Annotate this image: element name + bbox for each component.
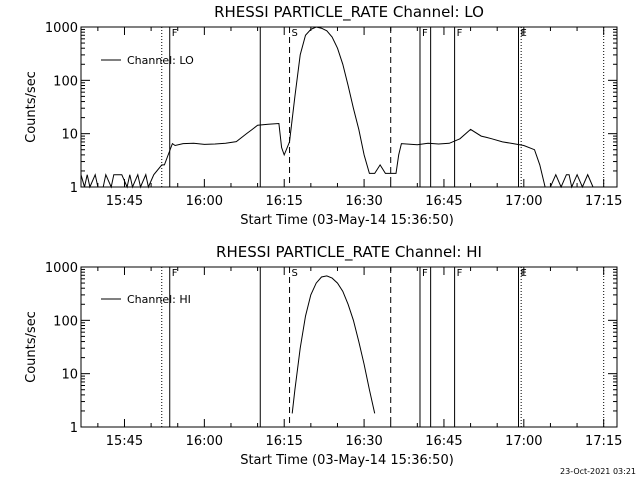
lo-x-tick-label-6: 17:15 [585, 194, 622, 209]
lo-time-markers [161, 27, 605, 187]
hi-chart-title: RHESSI PARTICLE_RATE Channel: HI [216, 243, 482, 262]
lo-x-tick-label-4: 16:45 [425, 194, 462, 209]
lo-y-tick-label-2: 100 [53, 74, 78, 89]
hi-x-ticks: 15:45 16:00 16:15 16:30 16:45 17:00 17:15 [97, 267, 622, 449]
lo-y-tick-label-1: 10 [61, 128, 78, 143]
hi-marker-label-1: F [172, 268, 178, 279]
hi-y-ticks: 1 10 100 1000 [45, 261, 617, 436]
hi-plot-frame [80, 266, 618, 428]
hi-y-tick-label-1: 10 [61, 368, 78, 383]
lo-marker-label-5: F [422, 28, 428, 39]
hi-y-axis-label: Counts/sec [24, 311, 39, 383]
lo-marker-label-7: F [457, 28, 463, 39]
hi-channel-panel: FSFFE 15:4516:0016:1516:3016:4517:0017:1… [24, 243, 622, 468]
lo-marker-label-1: F [172, 28, 178, 39]
hi-x-tick-label-0: 15:45 [106, 434, 143, 449]
lo-y-axis-label: Counts/sec [24, 71, 39, 143]
hi-y-tick-label-3: 1000 [45, 261, 78, 276]
lo-marker-labels: FSFFE [172, 28, 527, 39]
lo-channel-panel: FSFFE 15:4516:0016:1516:3016:4517:0017:1… [24, 3, 622, 228]
lo-x-tick-label-3: 16:30 [345, 194, 382, 209]
hi-y-tick-label-2: 100 [53, 314, 78, 329]
lo-x-tick-label-5: 17:00 [505, 194, 542, 209]
hi-series-line [291, 275, 376, 414]
hi-x-tick-label-3: 16:30 [345, 434, 382, 449]
hi-time-markers [161, 267, 605, 427]
hi-x-axis-label: Start Time (03-May-14 15:36:50) [240, 453, 454, 468]
lo-x-tick-label-1: 16:00 [186, 194, 223, 209]
hi-x-tick-label-2: 16:15 [265, 434, 302, 449]
lo-x-ticks: 15:45 16:00 16:15 16:30 16:45 17:00 17:15 [97, 27, 622, 209]
hi-y-tick-label-0: 1 [70, 421, 78, 436]
hi-x-tick-label-1: 16:00 [186, 434, 223, 449]
lo-x-axis-label: Start Time (03-May-14 15:36:50) [240, 213, 454, 228]
hi-x-tick-label-6: 17:15 [585, 434, 622, 449]
lo-x-tick-label-0: 15:45 [106, 194, 143, 209]
lo-legend-label: Channel: LO [127, 54, 194, 67]
hi-marker-label-3: S [292, 268, 298, 279]
lo-y-tick-label-3: 1000 [45, 21, 78, 36]
lo-marker-label-3: S [292, 28, 298, 39]
lo-x-tick-label-2: 16:15 [265, 194, 302, 209]
hi-marker-label-7: F [457, 268, 463, 279]
hi-legend-label: Channel: HI [127, 293, 191, 306]
lo-series-line [80, 26, 594, 189]
lo-y-tick-label-0: 1 [70, 181, 78, 196]
lo-chart-title: RHESSI PARTICLE_RATE Channel: LO [214, 3, 484, 22]
hi-x-tick-label-4: 16:45 [425, 434, 462, 449]
lo-plot-frame [80, 26, 618, 188]
timestamp: 23-Oct-2021 03:21 [560, 467, 636, 476]
hi-marker-label-5: F [422, 268, 428, 279]
hi-marker-labels: FSFFE [172, 268, 527, 279]
hi-x-tick-label-5: 17:00 [505, 434, 542, 449]
lo-y-ticks: 1 10 100 1000 [45, 21, 617, 196]
